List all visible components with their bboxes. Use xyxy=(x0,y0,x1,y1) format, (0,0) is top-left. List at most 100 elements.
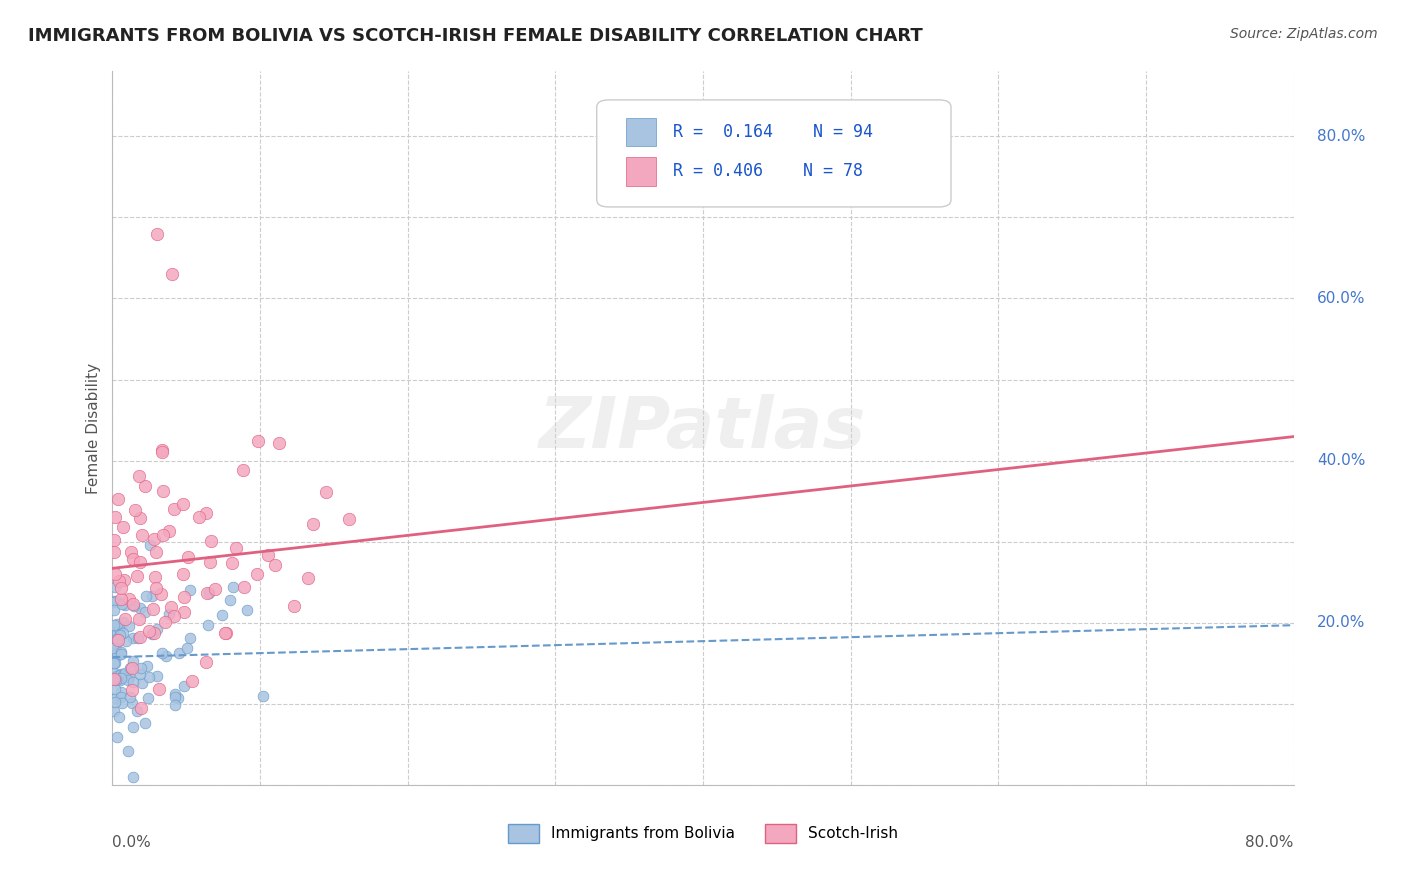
Scotch-Irish xyxy=(128,511,150,525)
Scotch-Irish xyxy=(121,660,143,674)
Scotch-Irish xyxy=(267,436,290,450)
Immigrants from Bolivia xyxy=(108,627,131,641)
Scotch-Irish xyxy=(122,597,145,611)
Scotch-Irish xyxy=(163,609,186,624)
Scotch-Irish xyxy=(302,516,325,531)
Immigrants from Bolivia xyxy=(252,689,274,703)
Immigrants from Bolivia xyxy=(163,687,186,701)
Immigrants from Bolivia xyxy=(110,666,132,681)
Immigrants from Bolivia xyxy=(103,593,125,607)
Immigrants from Bolivia xyxy=(134,715,156,730)
Immigrants from Bolivia xyxy=(103,641,125,656)
Immigrants from Bolivia xyxy=(118,690,141,704)
Scotch-Irish xyxy=(118,591,141,606)
Immigrants from Bolivia xyxy=(141,627,163,641)
FancyBboxPatch shape xyxy=(626,118,655,146)
Immigrants from Bolivia xyxy=(107,648,129,662)
Immigrants from Bolivia xyxy=(121,696,143,710)
Scotch-Irish xyxy=(148,681,170,696)
Scotch-Irish xyxy=(110,592,132,607)
Scotch-Irish xyxy=(145,581,167,595)
FancyBboxPatch shape xyxy=(626,157,655,186)
Scotch-Irish xyxy=(232,580,254,594)
Scotch-Irish xyxy=(128,630,150,644)
Immigrants from Bolivia xyxy=(105,669,128,683)
Immigrants from Bolivia xyxy=(222,580,245,594)
Scotch-Irish xyxy=(195,506,218,520)
Immigrants from Bolivia xyxy=(139,538,162,552)
Immigrants from Bolivia xyxy=(103,603,125,617)
Immigrants from Bolivia xyxy=(117,673,139,687)
Immigrants from Bolivia xyxy=(110,648,132,662)
Scotch-Irish xyxy=(173,605,195,619)
Scotch-Irish xyxy=(143,570,166,584)
Text: 40.0%: 40.0% xyxy=(1317,453,1365,468)
Scotch-Irish xyxy=(264,558,287,572)
Immigrants from Bolivia xyxy=(105,623,128,637)
Legend: Immigrants from Bolivia, Scotch-Irish: Immigrants from Bolivia, Scotch-Irish xyxy=(502,818,904,848)
Scotch-Irish xyxy=(257,548,280,562)
Immigrants from Bolivia xyxy=(155,648,177,663)
Scotch-Irish xyxy=(129,700,152,714)
Scotch-Irish xyxy=(200,555,222,569)
Immigrants from Bolivia xyxy=(111,615,134,629)
Immigrants from Bolivia xyxy=(122,599,145,613)
Immigrants from Bolivia xyxy=(103,595,125,609)
Immigrants from Bolivia xyxy=(108,673,131,687)
Immigrants from Bolivia xyxy=(165,698,187,712)
Scotch-Irish xyxy=(103,672,125,686)
Scotch-Irish xyxy=(121,682,143,697)
Immigrants from Bolivia xyxy=(135,658,157,673)
Immigrants from Bolivia xyxy=(121,720,143,734)
Scotch-Irish xyxy=(114,612,136,626)
Immigrants from Bolivia xyxy=(104,656,127,670)
Immigrants from Bolivia xyxy=(131,676,153,690)
Immigrants from Bolivia xyxy=(128,666,150,681)
Immigrants from Bolivia xyxy=(105,690,128,705)
Scotch-Irish xyxy=(152,528,174,542)
Scotch-Irish xyxy=(103,545,125,559)
Scotch-Irish xyxy=(172,497,194,511)
Immigrants from Bolivia xyxy=(108,710,131,724)
Immigrants from Bolivia xyxy=(110,690,132,704)
Scotch-Irish xyxy=(195,655,218,669)
Scotch-Irish xyxy=(128,612,150,626)
Immigrants from Bolivia xyxy=(173,680,195,694)
Scotch-Irish xyxy=(214,626,236,640)
Text: Source: ZipAtlas.com: Source: ZipAtlas.com xyxy=(1230,27,1378,41)
Scotch-Irish xyxy=(146,227,169,241)
Scotch-Irish xyxy=(315,485,337,500)
Immigrants from Bolivia xyxy=(197,617,219,632)
Scotch-Irish xyxy=(107,632,129,647)
Scotch-Irish xyxy=(150,445,173,459)
Immigrants from Bolivia xyxy=(197,586,219,600)
Scotch-Irish xyxy=(221,556,243,570)
Immigrants from Bolivia xyxy=(115,634,138,648)
Immigrants from Bolivia xyxy=(105,625,128,640)
Text: 0.0%: 0.0% xyxy=(112,835,152,850)
Immigrants from Bolivia xyxy=(176,640,198,655)
Text: 80.0%: 80.0% xyxy=(1317,128,1365,144)
Immigrants from Bolivia xyxy=(103,665,125,680)
Y-axis label: Female Disability: Female Disability xyxy=(86,362,101,494)
Text: ZIPatlas: ZIPatlas xyxy=(540,393,866,463)
Immigrants from Bolivia xyxy=(135,590,157,604)
Scotch-Irish xyxy=(128,468,150,483)
Immigrants from Bolivia xyxy=(103,645,125,659)
Scotch-Irish xyxy=(157,524,180,539)
Immigrants from Bolivia xyxy=(105,731,128,745)
Immigrants from Bolivia xyxy=(110,672,132,686)
Immigrants from Bolivia xyxy=(114,598,136,612)
Scotch-Irish xyxy=(204,582,226,596)
Scotch-Irish xyxy=(232,462,254,476)
Immigrants from Bolivia xyxy=(145,623,167,637)
Immigrants from Bolivia xyxy=(103,618,125,632)
Immigrants from Bolivia xyxy=(103,672,125,686)
Immigrants from Bolivia xyxy=(150,646,173,660)
Scotch-Irish xyxy=(112,574,135,588)
Immigrants from Bolivia xyxy=(110,684,132,698)
Scotch-Irish xyxy=(110,582,132,596)
Scotch-Irish xyxy=(120,545,142,559)
Scotch-Irish xyxy=(200,533,222,548)
Immigrants from Bolivia xyxy=(167,691,190,706)
